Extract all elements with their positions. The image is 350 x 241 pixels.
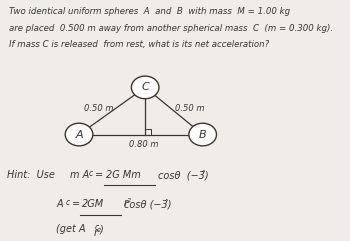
Text: r²: r²	[93, 228, 101, 238]
Text: ): )	[100, 224, 104, 234]
Text: 2G Mm: 2G Mm	[106, 170, 141, 180]
Text: r²: r²	[124, 198, 132, 208]
Text: If mass C is released  from rest, what is its net acceleration?: If mass C is released from rest, what is…	[9, 40, 269, 49]
Text: c: c	[89, 169, 93, 178]
Text: are placed  0.500 m away from another spherical mass  C  (m = 0.300 kg).: are placed 0.500 m away from another sph…	[9, 24, 333, 33]
Text: c: c	[66, 198, 70, 207]
Text: A: A	[75, 129, 83, 140]
Circle shape	[189, 123, 217, 146]
Text: Two identical uniform spheres  A  and  B  with mass  M = 1.00 kg: Two identical uniform spheres A and B wi…	[9, 7, 290, 16]
Text: 0.80 m: 0.80 m	[129, 140, 159, 149]
Text: C: C	[141, 82, 149, 92]
Text: =: =	[95, 170, 103, 180]
Text: (get A: (get A	[56, 224, 86, 234]
Text: 0.50 m: 0.50 m	[84, 104, 114, 113]
Text: =: =	[72, 199, 80, 209]
Text: cosθ (−3̂): cosθ (−3̂)	[124, 199, 171, 210]
Text: B: B	[199, 129, 206, 140]
Text: 2GM: 2GM	[82, 199, 104, 209]
Text: cosθ  (−3̂): cosθ (−3̂)	[158, 170, 209, 180]
Text: A: A	[56, 199, 63, 209]
Text: Hint:  Use: Hint: Use	[7, 170, 55, 180]
Text: 0.50 m: 0.50 m	[175, 104, 204, 113]
Text: c: c	[95, 223, 99, 232]
Text: m A: m A	[70, 170, 90, 180]
Circle shape	[65, 123, 93, 146]
Circle shape	[131, 76, 159, 99]
